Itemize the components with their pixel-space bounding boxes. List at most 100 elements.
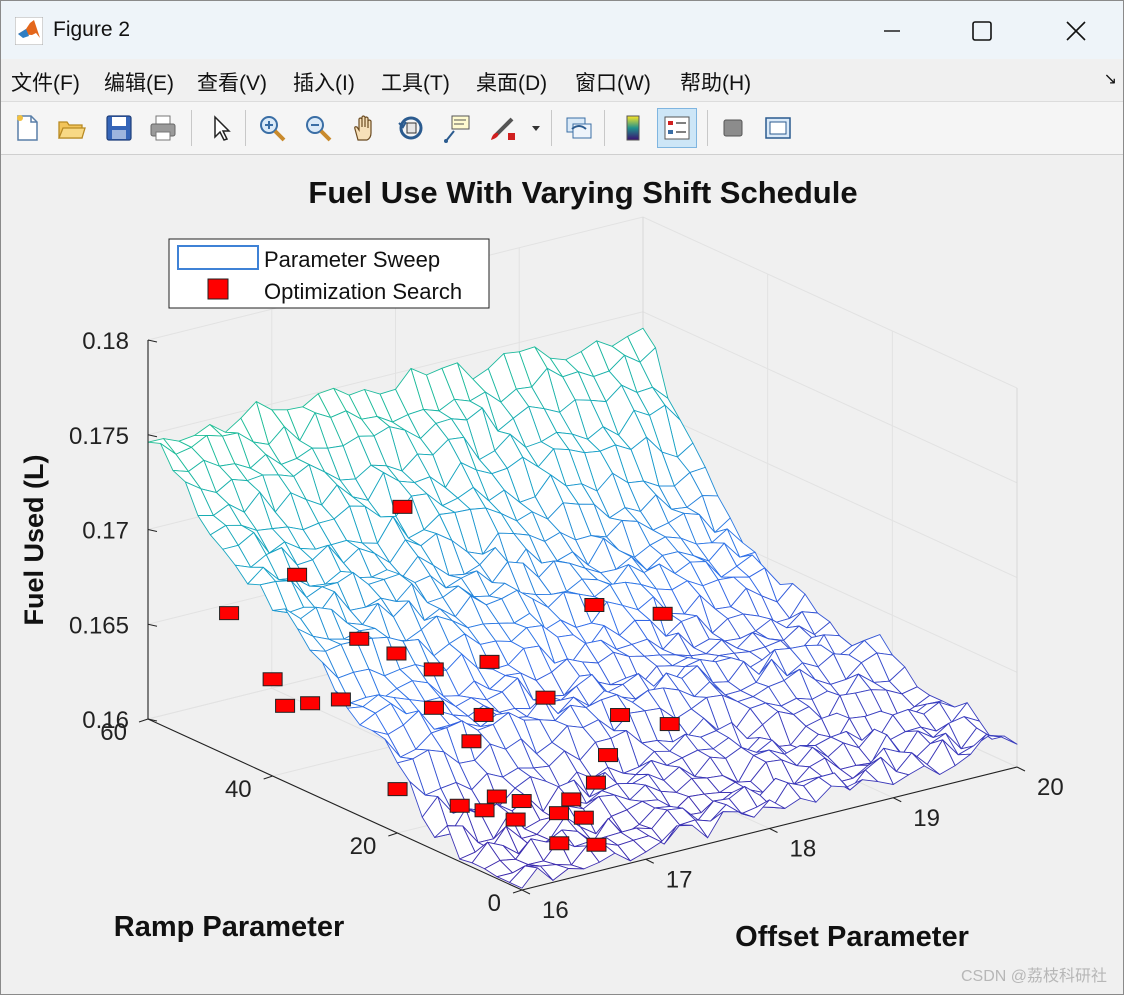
legend-marker-swatch (207, 278, 229, 300)
y-tick (388, 832, 398, 837)
figure-toolbar (1, 101, 1123, 155)
y-tick (263, 775, 273, 780)
z-tick (147, 718, 158, 722)
print-button[interactable] (143, 108, 183, 148)
menu-bar: 文件(F) 编辑(E) 查看(V) 插入(I) 工具(T) 桌面(D) 窗口(W… (1, 59, 1123, 101)
menu-help[interactable]: 帮助(H) (680, 72, 752, 95)
brush-dropdown[interactable] (527, 108, 545, 148)
maximize-button[interactable] (959, 11, 1005, 51)
z-tick (147, 434, 158, 438)
hide-plot-tools-icon (723, 119, 743, 137)
close-icon (1066, 21, 1086, 41)
y-tick-label: 0 (488, 890, 501, 917)
optimization-point (287, 567, 308, 582)
menu-tools[interactable]: 工具(T) (381, 72, 450, 95)
window-title: Figure 2 (53, 18, 131, 41)
print-icon (150, 115, 176, 141)
y-tick-label: 60 (100, 719, 127, 746)
z-tick (147, 339, 158, 343)
hide-plot-tools-button[interactable] (713, 108, 753, 148)
y-axis-label: Ramp Parameter (114, 911, 345, 943)
x-tick (769, 828, 778, 833)
open-file-icon (58, 121, 86, 139)
title-bar[interactable]: Figure 2 (1, 1, 1123, 59)
optimization-point (262, 672, 283, 687)
y-tick (512, 889, 523, 894)
y-tick-label: 20 (350, 833, 377, 860)
menu-insert[interactable]: 插入(I) (293, 72, 355, 95)
show-plot-tools-button[interactable] (758, 108, 798, 148)
menu-view[interactable]: 查看(V) (197, 72, 267, 95)
optimization-point (349, 631, 370, 646)
z-tick-label: 0.16 (82, 707, 129, 734)
zoom-in-button[interactable] (252, 108, 292, 148)
pan-button[interactable] (345, 108, 385, 148)
brush-icon (491, 117, 515, 140)
brush-button[interactable] (483, 108, 523, 148)
optimization-point (330, 692, 351, 707)
x-tick (893, 797, 902, 803)
z-tick (147, 529, 158, 532)
optimization-point (598, 748, 619, 763)
close-button[interactable] (1053, 11, 1099, 51)
menu-window[interactable]: 窗口(W) (575, 72, 651, 95)
edit-plot-button[interactable] (200, 108, 240, 148)
legend-label-search: Optimization Search (264, 279, 462, 304)
x-tick-labels: 16 17 18 19 20 (521, 766, 1064, 924)
legend[interactable]: Parameter Sweep Optimization Search (168, 238, 490, 309)
optimization-point (386, 646, 407, 661)
data-cursor-button[interactable] (437, 108, 477, 148)
rotate-3d-icon (398, 116, 423, 140)
optimization-point (423, 662, 444, 677)
legend-button[interactable] (657, 108, 697, 148)
new-figure-icon (17, 115, 38, 141)
optimization-point (535, 690, 556, 705)
new-figure-button[interactable] (7, 108, 47, 148)
toolbar-separator (604, 110, 605, 146)
toolbar-separator (551, 110, 552, 146)
toolbar-separator (245, 110, 246, 146)
y-axis-line (147, 718, 523, 891)
optimization-point (511, 794, 532, 809)
show-plot-tools-icon (765, 117, 791, 139)
x-tick-label: 18 (790, 836, 817, 863)
save-icon (106, 115, 132, 141)
z-tick-label: 0.165 (69, 612, 129, 639)
parameter-sweep-surface (147, 327, 1018, 889)
colorbar-button[interactable] (613, 108, 653, 148)
dock-arrow-icon[interactable]: ↘ (1103, 71, 1117, 88)
optimization-point (479, 654, 500, 669)
optimization-point (610, 708, 631, 723)
plot-area[interactable]: Fuel Use With Varying Shift Schedule 0.1… (1, 155, 1123, 994)
menu-desktop[interactable]: 桌面(D) (476, 72, 548, 95)
zoom-out-icon (306, 116, 332, 142)
x-tick (521, 889, 531, 895)
optimization-point (584, 598, 605, 612)
save-button[interactable] (99, 108, 139, 148)
optimization-point (473, 707, 494, 722)
optimization-point (586, 837, 607, 852)
link-plot-button[interactable] (559, 108, 599, 148)
open-file-button[interactable] (51, 108, 91, 148)
menu-file[interactable]: 文件(F) (11, 72, 80, 95)
z-tick-labels: 0.16 0.165 0.17 0.175 0.18 (69, 328, 158, 734)
optimization-point (486, 789, 507, 804)
minimize-button[interactable] (869, 11, 915, 51)
x-tick-label: 19 (913, 805, 940, 832)
optimization-point (549, 836, 570, 851)
link-plot-icon (566, 117, 592, 139)
watermark: CSDN @荔枝科研社 (960, 968, 1107, 985)
toolbar-separator (191, 110, 192, 146)
rotate-3d-button[interactable] (391, 108, 431, 148)
optimization-point (219, 606, 240, 621)
optimization-point (423, 700, 444, 715)
menu-edit[interactable]: 编辑(E) (104, 72, 174, 95)
surface-cell (509, 865, 538, 889)
optimization-point (548, 806, 569, 821)
toolbar-separator (707, 110, 708, 146)
dropdown-arrow-icon (532, 126, 540, 131)
data-cursor-icon (444, 115, 470, 143)
x-tick-label: 16 (542, 897, 569, 924)
zoom-out-button[interactable] (298, 108, 338, 148)
